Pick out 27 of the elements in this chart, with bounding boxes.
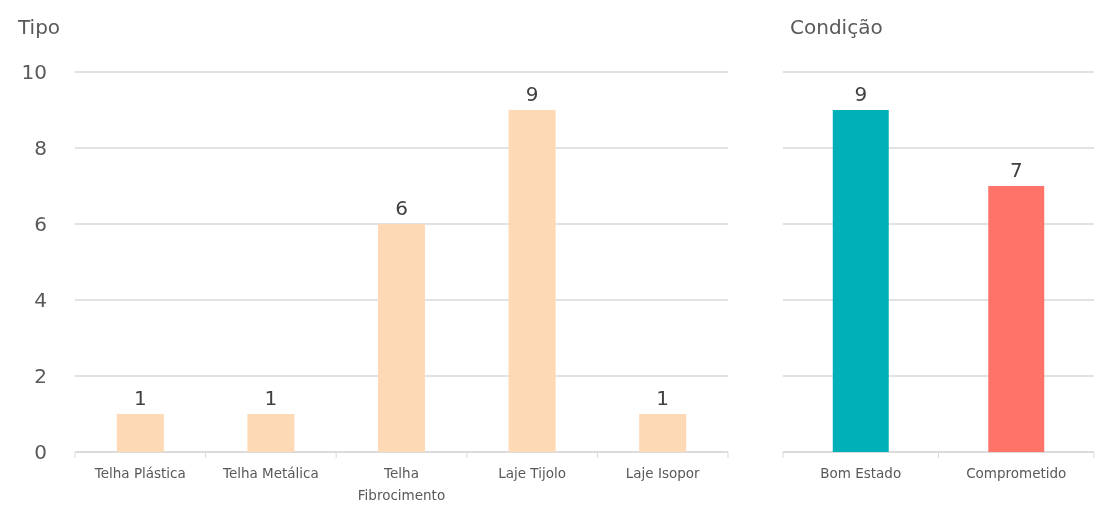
bar <box>639 414 687 452</box>
x-tick-label: Bom Estado <box>820 465 902 481</box>
x-tick-label: Telha Metálica <box>221 465 319 481</box>
data-label: 1 <box>656 386 670 410</box>
chart-title: Condição <box>790 15 883 39</box>
data-label: 1 <box>264 386 278 410</box>
x-tick-label: Laje Tijolo <box>498 465 566 481</box>
data-label: 7 <box>1009 158 1023 182</box>
bar <box>377 224 426 452</box>
y-tick-label: 8 <box>34 136 47 160</box>
x-tick-label: Comprometido <box>966 465 1067 481</box>
data-label: 9 <box>854 82 868 106</box>
data-label: 6 <box>395 196 408 220</box>
bar <box>116 414 164 452</box>
bar <box>247 414 295 452</box>
data-label: 9 <box>525 82 539 106</box>
data-label: 1 <box>133 386 147 410</box>
y-tick-label: 2 <box>34 364 47 388</box>
chart-title: Tipo <box>17 15 61 39</box>
bar <box>508 110 556 452</box>
y-tick-label: 10 <box>21 60 47 84</box>
y-tick-label: 6 <box>34 212 47 236</box>
x-tick-label: Telha Fibrocimento <box>357 465 446 503</box>
y-tick-label: 4 <box>34 288 47 312</box>
x-tick-label: Telha Plástica <box>93 465 186 481</box>
x-tick-label: Laje Isopor <box>625 465 701 481</box>
y-tick-label: 0 <box>34 440 47 464</box>
